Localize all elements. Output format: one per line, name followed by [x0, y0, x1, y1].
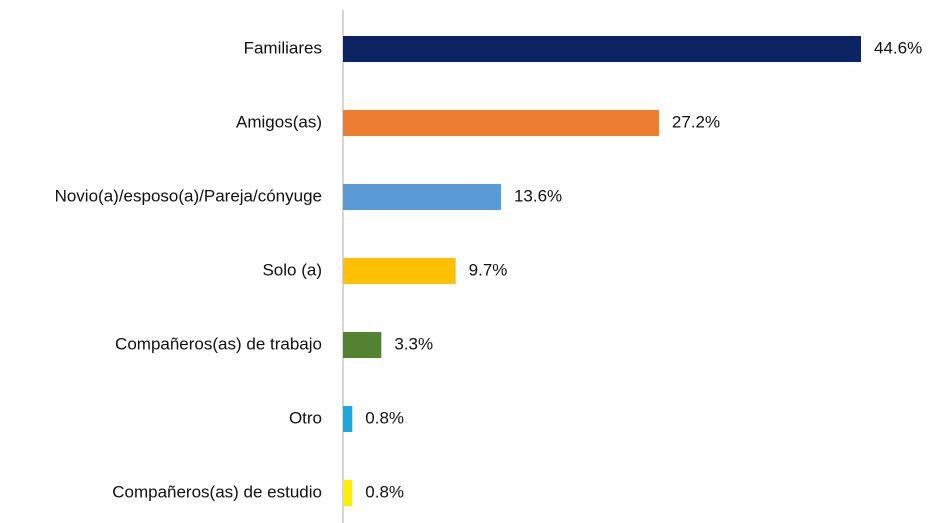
bar [343, 110, 659, 136]
bar [343, 406, 353, 432]
bar [343, 332, 382, 358]
category-label: Familiares [244, 38, 322, 57]
bar [343, 184, 501, 210]
category-label: Novio(a)/esposo(a)/Pareja/cónyuge [55, 186, 322, 205]
category-label: Solo (a) [262, 260, 322, 279]
value-label: 0.8% [365, 482, 404, 501]
category-label: Otro [289, 408, 322, 427]
value-label: 44.6% [874, 38, 922, 57]
value-label: 27.2% [672, 112, 720, 131]
value-label: 13.6% [514, 186, 562, 205]
bar [343, 480, 353, 506]
category-label: Compañeros(as) de estudio [112, 482, 322, 501]
value-label: 3.3% [394, 334, 433, 353]
value-label: 0.8% [365, 408, 404, 427]
bar [343, 258, 456, 284]
category-label: Compañeros(as) de trabajo [115, 334, 322, 353]
category-label: Amigos(as) [236, 112, 322, 131]
value-label: 9.7% [469, 260, 508, 279]
bar [343, 36, 861, 62]
